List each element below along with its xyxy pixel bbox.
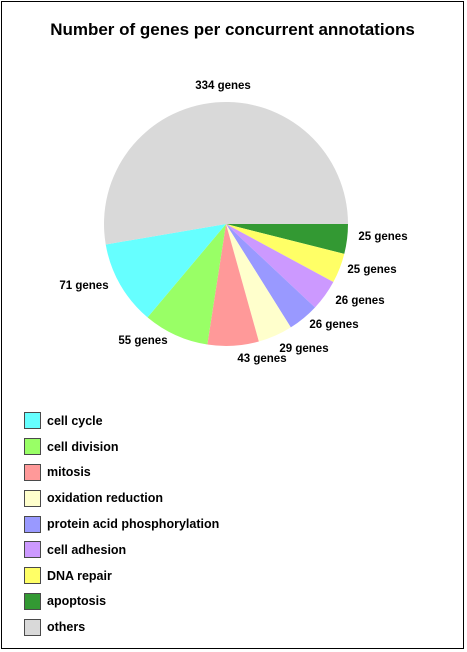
slice-label-cell-division: 55 genes xyxy=(118,335,167,347)
pie-chart: 25 genes 25 genes 26 genes 26 genes 29 genes… xyxy=(59,80,407,365)
legend-label: apoptosis xyxy=(47,594,107,609)
legend-swatch xyxy=(24,618,41,636)
legend-swatch xyxy=(24,541,41,559)
pie-slice-protein-acid-phosphorylation xyxy=(226,224,315,328)
legend-item: protein acid phosphorylation xyxy=(24,511,219,537)
slice-label-mitosis: 43 genes xyxy=(237,353,286,365)
legend-label: DNA repair xyxy=(47,568,112,583)
legend-swatch xyxy=(24,463,41,481)
legend: cell cycle cell division mitosis oxidation … xyxy=(24,408,219,640)
chart-title: Number of genes per concurrent annotatio… xyxy=(50,20,415,39)
legend-label: oxidation reduction xyxy=(47,491,163,506)
slice-label-apoptosis: 25 genes xyxy=(358,231,407,243)
legend-swatch xyxy=(24,412,41,430)
legend-item: cell cycle xyxy=(24,408,219,434)
pie-slice-cell-cycle xyxy=(105,224,226,318)
legend-label: mitosis xyxy=(47,465,91,480)
legend-label: others xyxy=(47,620,86,635)
legend-swatch xyxy=(24,438,41,456)
pie-slice-dna-repair xyxy=(226,224,345,283)
legend-item: DNA repair xyxy=(24,563,219,589)
slice-label-cell-cycle: 71 genes xyxy=(59,280,108,292)
slice-label-protein-acid-phosphorylation: 26 genes xyxy=(309,319,358,331)
legend-item: others xyxy=(24,614,219,640)
legend-label: protein acid phosphorylation xyxy=(47,517,220,532)
pie-slice-cell-adhesion xyxy=(226,224,334,308)
legend-swatch xyxy=(24,489,41,507)
legend-item: oxidation reduction xyxy=(24,485,219,511)
pie-slice-cell-division xyxy=(147,224,226,345)
legend-item: cell division xyxy=(24,434,219,460)
legend-label: cell division xyxy=(47,439,119,454)
legend-item: cell adhesion xyxy=(24,537,219,563)
pie-slice-oxidation-reduction xyxy=(226,224,291,342)
legend-item: mitosis xyxy=(24,460,219,486)
pie-slice-others xyxy=(103,101,348,245)
legend-swatch xyxy=(24,567,41,585)
slice-label-dna-repair: 25 genes xyxy=(347,264,396,276)
legend-label: cell adhesion xyxy=(47,542,127,557)
legend-swatch xyxy=(24,515,41,533)
legend-label: cell cycle xyxy=(47,413,103,428)
pie-slice-apoptosis xyxy=(226,224,348,254)
slice-label-oxidation-reduction: 29 genes xyxy=(279,343,328,355)
legend-swatch xyxy=(24,592,41,610)
slice-label-others: 334 genes xyxy=(195,80,251,92)
pie-slice-mitosis xyxy=(207,224,259,346)
legend-item: apoptosis xyxy=(24,589,219,615)
slice-label-cell-adhesion: 26 genes xyxy=(335,295,384,307)
